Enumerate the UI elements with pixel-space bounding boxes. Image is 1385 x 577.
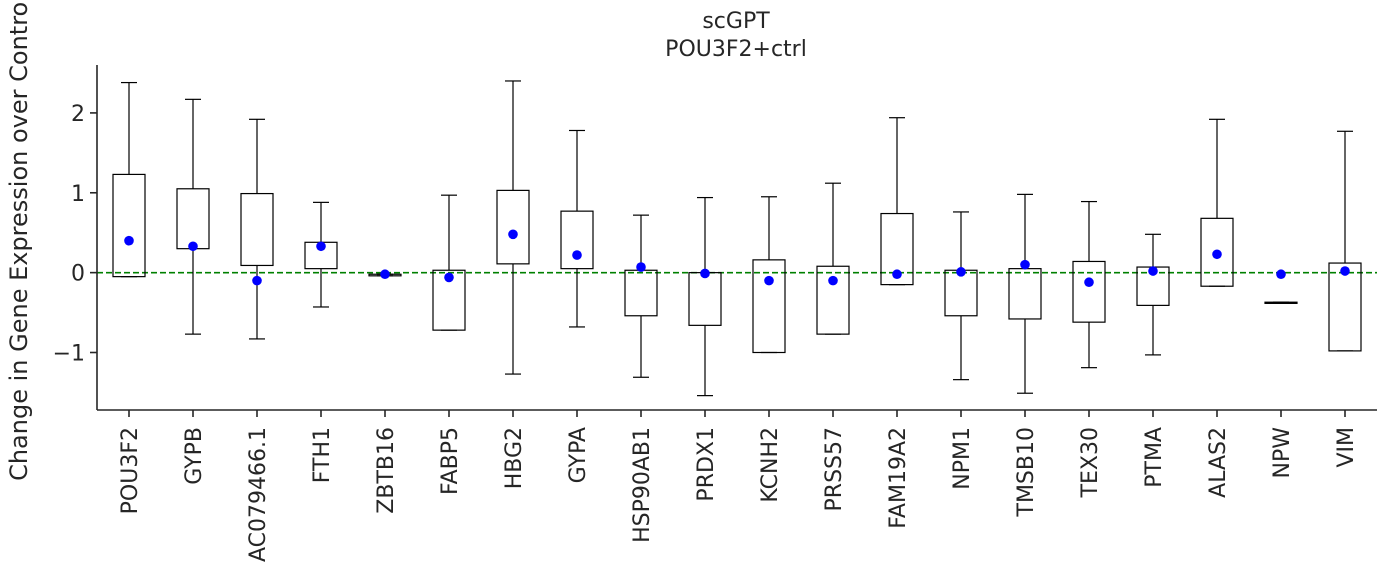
mean-point bbox=[700, 268, 710, 279]
box-iqr bbox=[1264, 301, 1298, 304]
x-tick-label: NPM1 bbox=[950, 427, 975, 490]
x-tick-label: PRSS57 bbox=[822, 427, 847, 511]
mean-point bbox=[188, 241, 198, 252]
box-iqr bbox=[240, 192, 274, 267]
x-tick-label: GYPA bbox=[566, 427, 591, 483]
box-iqr bbox=[560, 210, 594, 270]
x-tick-label: TMSB10 bbox=[1014, 427, 1039, 517]
box-iqr bbox=[1008, 268, 1042, 320]
x-tick-label: NPW bbox=[1270, 427, 1295, 479]
mean-point bbox=[892, 269, 902, 280]
mean-point bbox=[1340, 266, 1350, 276]
y-tick-label: −1 bbox=[53, 342, 85, 367]
mean-point bbox=[252, 275, 262, 286]
mean-point bbox=[1212, 249, 1222, 260]
box-iqr bbox=[432, 269, 466, 331]
mean-point bbox=[380, 269, 390, 280]
x-tick-label: GYPB bbox=[182, 427, 207, 485]
x-tick-label: AC079466.1 bbox=[246, 427, 271, 562]
box-iqr bbox=[688, 272, 722, 326]
mean-point bbox=[828, 275, 838, 286]
mean-point bbox=[764, 275, 774, 286]
box-iqr bbox=[944, 269, 978, 317]
x-tick-label: FABP5 bbox=[438, 427, 463, 495]
mean-point bbox=[1276, 269, 1286, 280]
y-tick-label: 1 bbox=[71, 182, 85, 207]
chart-title: scGPT bbox=[702, 9, 770, 34]
mean-point bbox=[1020, 259, 1030, 270]
mean-point bbox=[1148, 266, 1158, 276]
mean-point bbox=[956, 267, 966, 277]
y-tick-label: 0 bbox=[71, 262, 85, 287]
x-tick-label: TEX30 bbox=[1078, 427, 1103, 498]
box-iqr bbox=[496, 189, 530, 265]
mean-point bbox=[444, 272, 454, 283]
x-tick-label: KCNH2 bbox=[758, 427, 783, 503]
x-tick-label: POU3F2 bbox=[118, 427, 143, 514]
y-tick-label: 2 bbox=[71, 102, 85, 127]
x-tick-label: VIM bbox=[1334, 427, 1359, 468]
mean-point bbox=[508, 229, 518, 240]
box-iqr bbox=[752, 259, 786, 354]
plot-area: −1 0 1 2 POU3F2 GYPB AC079466.1 FTH1 ZBTB16 FABP5… bbox=[53, 65, 1377, 562]
x-tick-label: HBG2 bbox=[502, 427, 527, 489]
mean-point bbox=[316, 241, 326, 252]
box-iqr bbox=[624, 269, 658, 317]
mean-point bbox=[636, 262, 646, 272]
chart-subtitle: POU3F2+ctrl bbox=[665, 37, 807, 62]
x-tick-label: PRDX1 bbox=[694, 427, 719, 502]
box-iqr bbox=[880, 212, 914, 286]
box-iqr bbox=[1072, 260, 1106, 323]
box-iqr bbox=[1328, 262, 1362, 352]
mean-point bbox=[1084, 277, 1094, 288]
x-tick-label: FAM19A2 bbox=[886, 427, 911, 529]
x-tick-label: PTMA bbox=[1142, 427, 1167, 488]
box-iqr bbox=[112, 173, 146, 278]
box-iqr bbox=[1200, 217, 1234, 287]
x-tick-label: HSP90AB1 bbox=[630, 427, 655, 543]
x-tick-label: ZBTB16 bbox=[374, 427, 399, 514]
x-tick-label: ALAS2 bbox=[1206, 427, 1231, 498]
x-tick-label: FTH1 bbox=[310, 427, 335, 483]
box-iqr bbox=[816, 265, 850, 335]
box-iqr bbox=[176, 188, 210, 250]
y-axis-label: Change in Gene Expression over Control bbox=[5, 0, 33, 481]
mean-point bbox=[572, 250, 582, 260]
mean-point bbox=[124, 235, 134, 246]
